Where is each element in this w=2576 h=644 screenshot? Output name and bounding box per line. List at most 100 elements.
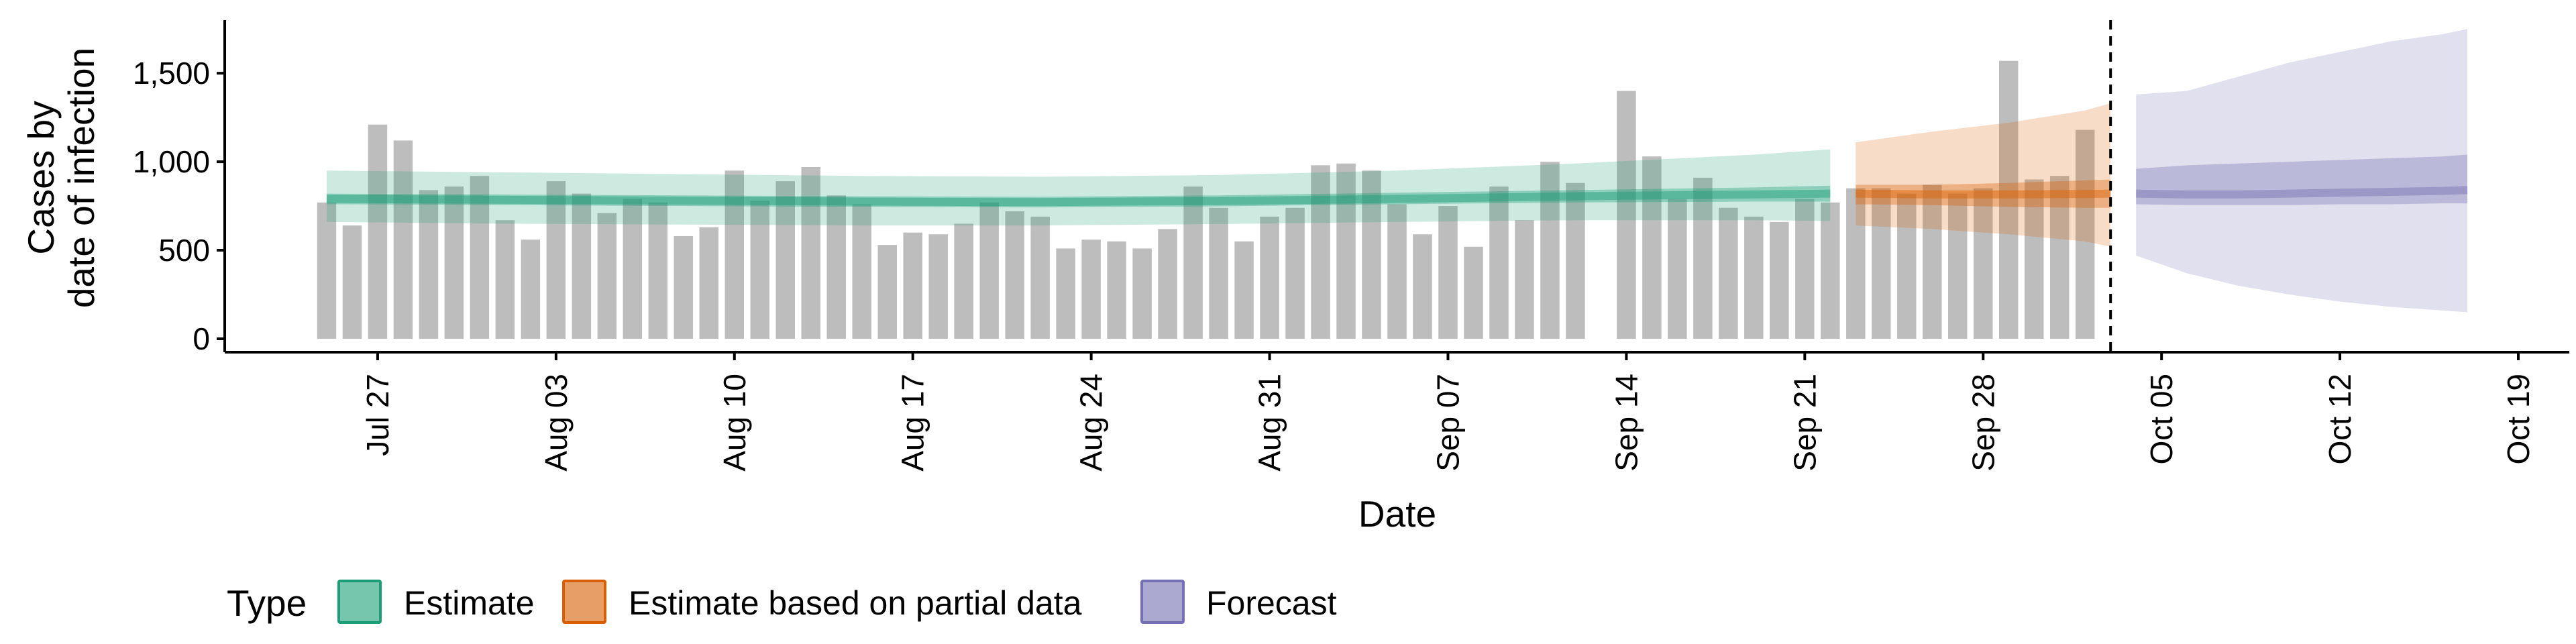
case-bar [470, 176, 490, 339]
case-bar [1260, 216, 1279, 339]
x-tick-label: Aug 31 [1252, 374, 1287, 472]
x-axis-title: Date [1358, 493, 1436, 535]
x-tick-label: Sep 21 [1787, 374, 1822, 472]
case-bar [1566, 182, 1585, 339]
x-tick-label: Aug 17 [896, 374, 930, 472]
partial-outer-ribbon [1856, 103, 2111, 247]
case-bar [1974, 188, 1993, 339]
case-bar [1030, 216, 1050, 339]
case-bar [648, 202, 668, 339]
legend-label-forecast: Forecast [1206, 584, 1337, 622]
case-bar [1821, 202, 1840, 339]
case-bar [1413, 234, 1432, 339]
y-axis-title-line-1: Cases by [20, 101, 62, 255]
case-bar [2024, 179, 2044, 339]
case-bar [674, 235, 694, 339]
legend-label-estimate: Estimate [404, 584, 535, 622]
case-bar [368, 124, 388, 339]
x-tick-label: Aug 03 [539, 374, 574, 472]
case-bar [1642, 156, 1662, 339]
case-bar [1005, 211, 1024, 339]
case-bar [1846, 188, 1866, 339]
case-bar [724, 170, 745, 339]
case-bar [393, 140, 413, 339]
case-bar [1158, 229, 1177, 339]
case-bar [903, 232, 922, 339]
case-bar [546, 181, 566, 339]
plot-area [317, 29, 2468, 339]
case-bar [317, 202, 337, 339]
case-bar [521, 239, 541, 339]
y-tick-label: 500 [158, 233, 210, 268]
x-tick-label: Sep 28 [1966, 374, 2000, 472]
x-tick-label: Oct 12 [2322, 374, 2357, 465]
case-bar [1668, 199, 1687, 339]
estimate-outer-ribbon [326, 149, 1831, 226]
case-bar [444, 186, 464, 339]
y-axis-title-line-2: date of infection [60, 48, 102, 308]
case-bar [979, 202, 999, 339]
case-bar [1285, 207, 1305, 339]
legend-title: Type [227, 582, 307, 624]
case-bar [775, 181, 796, 339]
case-bar [419, 190, 439, 339]
case-bar [1897, 193, 1917, 339]
case-bar [801, 167, 820, 339]
x-tick-label: Sep 14 [1609, 374, 1644, 472]
forecast-inner-ribbon [2136, 154, 2468, 205]
x-tick-label: Aug 24 [1074, 374, 1109, 472]
case-bar [1515, 220, 1534, 339]
case-bar [342, 225, 362, 339]
axes: 0 500 1,000 1,500 Jul 27 Aug 03 Aug 10 Aug 17 Au… [133, 20, 2569, 472]
case-bar [1132, 248, 1152, 339]
case-bar [1770, 221, 1789, 339]
case-bar [1438, 206, 1458, 339]
case-bar [1311, 165, 1330, 339]
case-bar [623, 199, 643, 339]
y-tick-label: 1,500 [133, 56, 210, 91]
case-bar [1387, 204, 1407, 339]
case-bar [1693, 177, 1713, 339]
case-bar [826, 195, 846, 339]
case-bar [1719, 207, 1738, 339]
x-tick-label: Sep 07 [1430, 374, 1465, 472]
case-bar [1744, 216, 1764, 339]
case-bar [1081, 239, 1101, 339]
forecast-outer-ribbon [2136, 29, 2468, 313]
forecast-median-line [2136, 186, 2468, 199]
legend: Type Estimate Estimate based on partial … [227, 580, 1337, 624]
case-bar [852, 204, 871, 339]
partial-inner-ribbon [1856, 179, 2111, 208]
case-bar [1872, 188, 1891, 339]
partial-median-line [1856, 189, 2111, 199]
case-bar [877, 245, 897, 339]
case-bar [1617, 91, 1636, 339]
estimate-inner-ribbon [326, 185, 1831, 208]
case-bar [1107, 241, 1126, 339]
y-tick-label: 0 [193, 321, 210, 356]
legend-label-partial: Estimate based on partial data [629, 584, 1082, 622]
legend-key-partial [562, 580, 606, 624]
y-tick-label: 1,000 [133, 144, 210, 179]
case-bar [1489, 186, 1509, 339]
case-bar [1795, 199, 1815, 339]
case-bar [1362, 170, 1381, 339]
case-bar [2049, 176, 2070, 339]
case-bar [1336, 163, 1356, 339]
case-bar [1464, 246, 1483, 339]
x-tick-label: Oct 19 [2501, 374, 2536, 465]
legend-key-forecast [1140, 580, 1185, 624]
case-bar [572, 193, 592, 339]
case-bar [495, 220, 515, 339]
case-bar [954, 223, 973, 339]
x-tick-label: Aug 10 [717, 374, 752, 472]
case-bar [750, 201, 770, 339]
case-bar [1998, 60, 2019, 339]
estimate-median-line [326, 189, 1831, 207]
case-bar [2075, 129, 2095, 339]
x-tick-label: Jul 27 [360, 374, 395, 456]
case-bar [1209, 207, 1228, 339]
case-bar [928, 234, 948, 339]
case-bar [1183, 186, 1203, 339]
